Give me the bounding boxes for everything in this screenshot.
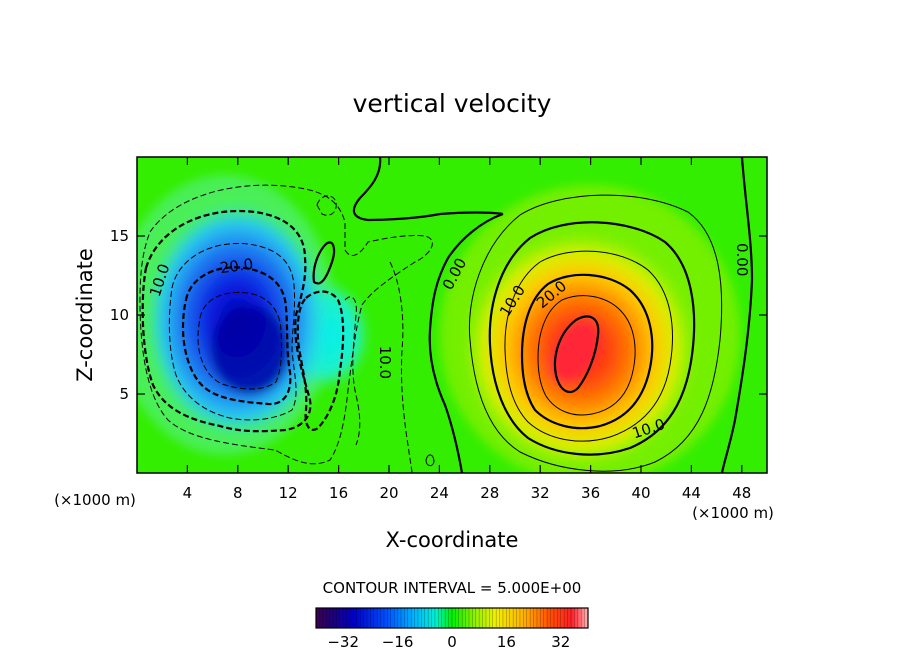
contour-minus-5b: [389, 261, 413, 473]
y-tick-label: 15: [110, 227, 129, 245]
colorbar-tick-label: 32: [551, 633, 570, 651]
colorbar-frame: [315, 607, 589, 629]
contour-label: 10.0: [376, 346, 394, 379]
contour-label: 0.00: [733, 243, 751, 276]
contour-zero-blob: [312, 241, 336, 285]
x-unit-label-left: (×1000 m): [54, 491, 136, 509]
contour-plus-20: [520, 273, 654, 430]
negative-contours: [139, 184, 433, 473]
contour-minus-15: [168, 242, 297, 421]
colorbar: −32 −16 0 16 32: [315, 607, 589, 651]
contour-minus-20: [181, 266, 292, 406]
x-axis-ticks: 4 8 12 16 20 24 28 32 36 40 44 48: [183, 157, 751, 502]
contour-interval-label: CONTOUR INTERVAL = 5.000E+00: [323, 579, 582, 597]
contour-plus-10: [488, 221, 696, 456]
contour-minus-25: [197, 291, 282, 390]
y-tick-label: 5: [119, 385, 129, 403]
contour-label-text: 20.0: [219, 255, 255, 277]
x-tick-label: 48: [732, 484, 751, 502]
contour-label: 20.0: [219, 255, 255, 277]
colorbar-stripes: [316, 608, 588, 628]
contour-zero-left: [352, 157, 504, 222]
x-tick-label: 8: [233, 484, 243, 502]
contour-plus-25: [537, 295, 636, 416]
x-tick-label: 32: [531, 484, 550, 502]
contour-zero-small: [425, 454, 435, 467]
colorbar-tick-label: −32: [327, 633, 359, 651]
contour-minus-5d: [344, 296, 361, 446]
y-tick-label: 10: [110, 306, 129, 324]
x-unit-label-right: (×1000 m): [692, 504, 774, 522]
contour-plus-5: [468, 194, 723, 472]
x-tick-label: 12: [279, 484, 298, 502]
colorbar-tick-label: 0: [447, 633, 457, 651]
x-axis-title: X-coordinate: [386, 528, 519, 552]
contour-plus-30: [553, 315, 600, 393]
contour-zero-right: [720, 157, 754, 473]
contour-minus-10b: [296, 290, 345, 431]
y-axis-title: Z-coordinate: [73, 248, 97, 382]
contour-label-text: 0.00: [733, 243, 751, 276]
contour-plus-15: [504, 250, 673, 442]
contour-minus-5: [139, 184, 433, 465]
positive-contours: [312, 157, 754, 473]
colorbar-tick-labels: −32 −16 0 16 32: [327, 633, 570, 651]
x-tick-label: 20: [379, 484, 398, 502]
x-tick-label: 36: [581, 484, 600, 502]
x-tick-label: 4: [183, 484, 193, 502]
x-tick-label: 24: [430, 484, 449, 502]
x-tick-label: 28: [480, 484, 499, 502]
cold-core: [210, 305, 290, 395]
colorbar-tick-label: −16: [382, 633, 414, 651]
x-tick-label: 40: [631, 484, 650, 502]
contour-label-text: 10.0: [376, 346, 394, 379]
x-tick-label: 16: [329, 484, 348, 502]
x-tick-label: 44: [682, 484, 701, 502]
contour-zero-mid: [428, 212, 504, 473]
y-axis-ticks: 5 10 15: [110, 227, 767, 403]
chart-title: vertical velocity: [353, 89, 552, 118]
colorbar-tick-label: 16: [497, 633, 516, 651]
